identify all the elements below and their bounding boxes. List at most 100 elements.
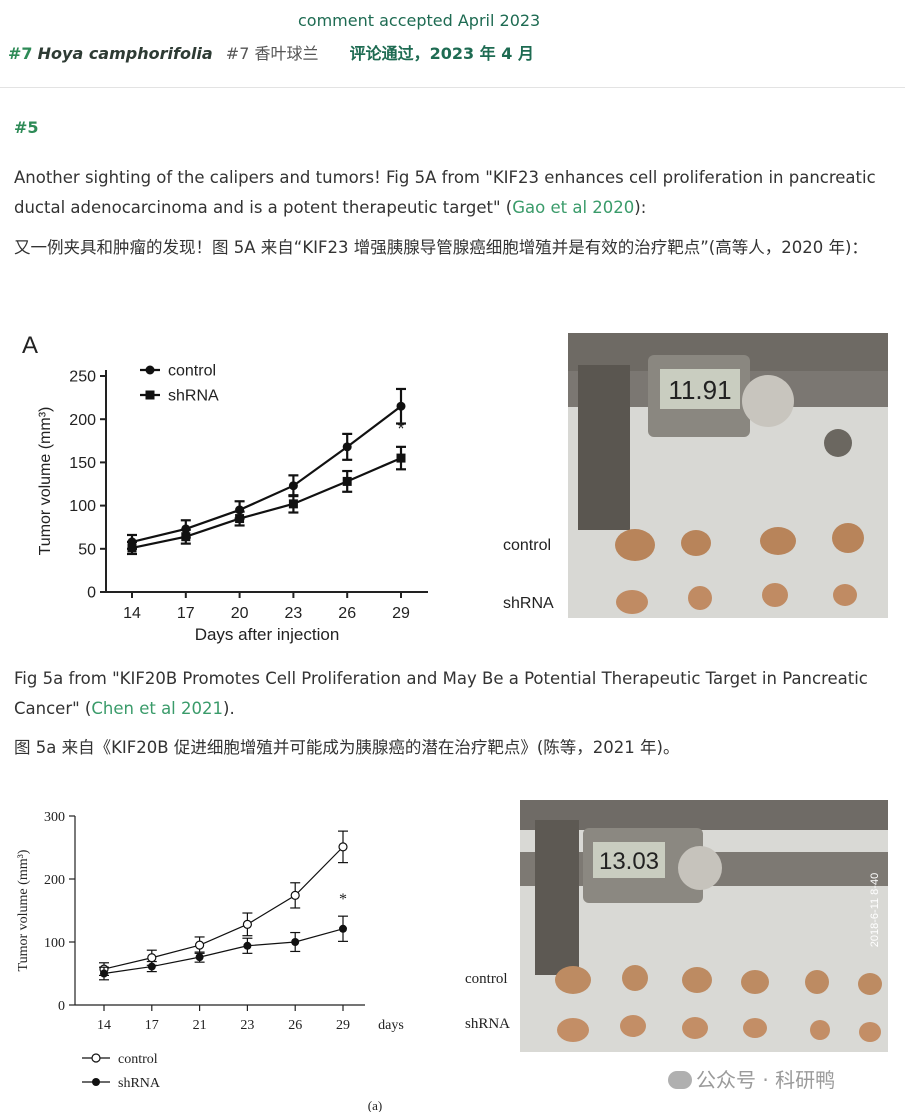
data-point-control [338,842,348,852]
data-point-shRNA [243,941,252,950]
data-point-control [242,919,252,929]
caliper-reading: 11.91 [668,375,731,405]
citation-link-chen[interactable]: Chen et al 2021 [91,699,224,718]
data-point-control [290,890,300,900]
photo-label-shrna: shRNA [503,595,554,612]
figure-1-photo: 11.91 control shRNA [503,333,888,618]
photo-shadow [520,800,888,830]
panel-label: A [22,332,38,359]
paragraph-1-cn: 又一例夹具和肿瘤的发现！图 5A 来自“KIF23 增强胰腺导管腺癌细胞增殖并是… [14,238,868,257]
photo-label-control: control [503,537,551,554]
photo-label-control: control [465,971,508,987]
series-line-control [131,405,402,543]
data-point-shRNA [181,532,191,542]
y-tick-label: 150 [69,455,96,472]
paragraph-1-text: Another sighting of the calipers and tum… [14,168,876,217]
species-name-cn: #7 香叶球兰 [225,44,319,63]
photo-label-shrna: shRNA [465,1016,510,1032]
x-tick-label: 29 [336,1018,350,1033]
data-point-shRNA [342,476,352,486]
y-axis-label: Tumor volume (mm³) [37,407,54,556]
data-point-shRNA [235,514,245,524]
tumor-row-control [555,965,882,995]
series-line-shRNA [103,928,344,975]
data-point-shRNA [339,924,347,933]
caliper-screw [824,429,852,457]
figure-2-photo: 13.03 2018-6-11 8-40 control shRNA [465,800,888,1052]
paragraph-2: Fig 5a from "KIF20B Promotes Cell Prolif… [14,664,894,724]
species-header: #7 Hoya camphorifolia #7 香叶球兰 评论通过，2023 … [8,40,534,64]
significance-star: * [397,419,404,439]
data-point-shRNA [291,938,300,946]
y-tick-label: 50 [78,541,96,558]
caliper-jaw [535,820,579,975]
species-name[interactable]: Hoya camphorifolia [37,44,213,63]
paragraph-1-end: ): [634,198,647,217]
comment-accepted-cn: 评论通过，2023 年 4 月 [349,44,534,63]
data-point-shRNA [195,953,204,962]
data-point-shRNA [127,543,137,553]
data-point-shRNA [100,969,108,978]
legend-label-shRNA: shRNA [168,388,219,405]
paragraph-1: Another sighting of the calipers and tum… [14,163,894,223]
section-number: #5 [14,118,39,137]
caliper-reading: 13.03 [599,848,659,875]
x-tick-label: 26 [338,605,356,622]
y-tick-label: 0 [87,585,96,602]
series-line-shRNA [131,457,402,550]
wechat-icon [668,1071,692,1089]
caliper-display [593,842,665,878]
y-axis-label: Tumor volume (mm³) [16,849,31,971]
significance-star: * [339,891,347,908]
x-axis-label: days [378,1018,404,1033]
photo-timestamp: 2018-6-11 8-40 [869,873,881,947]
data-point-shRNA [288,499,298,509]
data-point-control [195,940,205,950]
x-tick-label: 20 [231,605,249,622]
photo-background [520,800,888,1052]
tumor-row-shrna [557,1015,881,1042]
x-tick-label: 17 [177,605,195,622]
legend-marker [92,1078,100,1086]
legend-label-shRNA: shRNA [118,1076,161,1091]
paragraph-2-text: Fig 5a from "KIF20B Promotes Cell Prolif… [14,669,868,718]
paragraph-2-cn: 图 5a 来自《KIF20B 促进细胞增殖并可能成为胰腺癌的潜在治疗靶点》(陈等… [14,738,680,757]
x-tick-label: 26 [288,1018,302,1033]
x-axis-label: Days after injection [195,625,340,644]
tumor-row-shrna [616,583,857,614]
series-line-control [103,846,344,970]
paragraph-2-end: ). [223,699,235,718]
x-tick-label: 14 [97,1018,111,1033]
data-point-control [342,442,352,452]
x-tick-label: 29 [392,605,410,622]
x-tick-label: 14 [123,605,141,622]
watermark-text: 公众号 · 科研鸭 [696,1068,836,1092]
comment-accepted-note: comment accepted April 2023 [298,11,541,30]
y-tick-label: 300 [44,810,65,825]
tumor-row-control [615,523,864,561]
citation-link-gao[interactable]: Gao et al 2020 [512,198,635,217]
legend-marker [145,365,155,375]
data-point-control [288,481,298,491]
legend-marker [145,390,155,400]
caliper-wheel [678,846,722,890]
entry-number: #7 [8,44,33,63]
x-tick-label: 23 [285,605,303,622]
caliper-wheel [742,375,794,427]
figure-1-chart: A 0 50 100 150 200 250 14 17 20 23 26 29 Days after … [22,332,428,644]
x-tick-label: 17 [145,1018,159,1033]
x-tick-label: 21 [193,1018,207,1033]
header-divider [0,87,905,88]
legend-label-control: control [118,1052,158,1067]
y-tick-label: 200 [44,873,65,888]
data-point-shRNA [396,453,406,463]
legend-marker [91,1053,101,1063]
y-tick-label: 100 [69,498,96,515]
data-point-shRNA [147,962,156,971]
x-tick-label: 23 [240,1018,254,1033]
figure-2-chart: 0 100 200 300 14 17 21 23 26 29 days Tumor volume (… [16,810,404,1112]
watermark: 公众号 · 科研鸭 [668,1064,835,1093]
caliper-display [660,369,740,409]
figure-2-caption: (a) [368,1098,382,1112]
caliper-jaw [578,365,630,530]
